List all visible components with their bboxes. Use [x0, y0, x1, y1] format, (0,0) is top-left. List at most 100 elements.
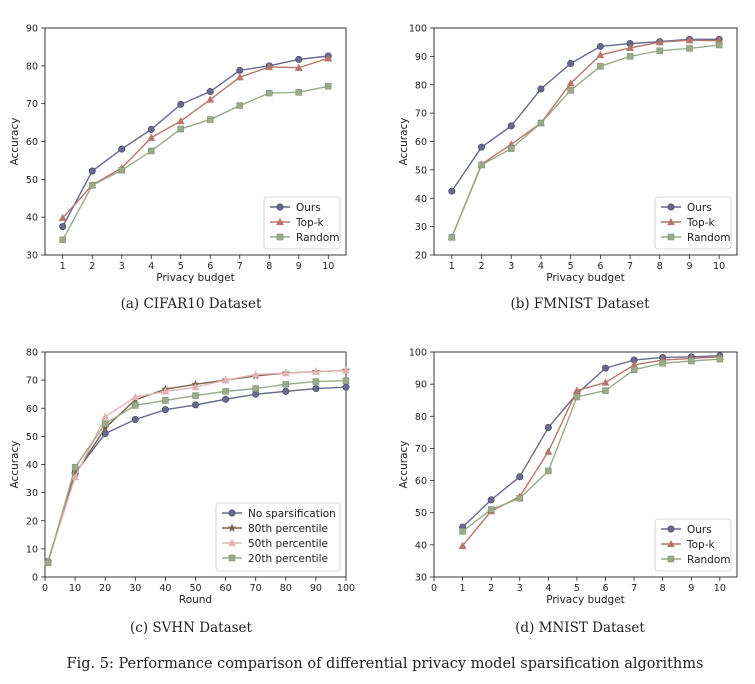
- y-tick-label: 50: [26, 175, 38, 186]
- data-point: [567, 59, 575, 67]
- x-tick-label: 1: [449, 261, 455, 272]
- x-tick-label: 2: [479, 261, 485, 272]
- series-group: [448, 35, 723, 195]
- x-tick-label: 4: [545, 583, 551, 594]
- data-point: [342, 377, 350, 384]
- data-point: [324, 54, 333, 62]
- data-point: [602, 364, 610, 372]
- data-point: [236, 102, 244, 109]
- data-point: [659, 360, 666, 367]
- y-tick-label: 60: [415, 476, 427, 487]
- x-tick-label: 5: [574, 583, 580, 594]
- data-point: [176, 116, 185, 125]
- data-point: [266, 89, 273, 97]
- chart-panel: 0 10 20 30 40 50 60 70 80 90 100 0 10 20 30 40 50 60 70 80 R…: [9, 348, 355, 637]
- x-tick-label: 10: [322, 261, 334, 272]
- data-point: [147, 133, 156, 141]
- y-tick-label: 100: [409, 348, 427, 359]
- data-point: [686, 45, 693, 52]
- data-point: [282, 387, 290, 395]
- x-tick-label: 4: [148, 261, 154, 272]
- legend-marker: [228, 554, 236, 562]
- series-group: [44, 377, 350, 567]
- data-point: [177, 100, 185, 108]
- data-point: [630, 366, 638, 373]
- data-point: [58, 213, 67, 222]
- data-point: [507, 145, 515, 152]
- data-point: [601, 378, 610, 386]
- data-point: [162, 397, 169, 404]
- subfigure-caption: (b) FMNIST Dataset: [510, 296, 650, 312]
- y-tick-label: 90: [415, 380, 427, 391]
- data-point: [573, 393, 581, 401]
- y-axis-label: Accuracy: [9, 441, 21, 489]
- series-line: [62, 85, 329, 241]
- y-tick-label: 70: [415, 444, 427, 455]
- data-point: [487, 496, 495, 504]
- data-point: [544, 447, 553, 455]
- x-axis-label: Privacy budget: [156, 272, 235, 284]
- y-tick-label: 40: [26, 460, 38, 471]
- legend-marker: [667, 525, 675, 533]
- data-point: [252, 390, 260, 398]
- data-point: [572, 386, 581, 394]
- data-point: [252, 385, 259, 392]
- y-tick-label: 0: [32, 573, 38, 584]
- data-point: [341, 366, 351, 374]
- legend-label: Top-k: [686, 539, 716, 551]
- x-tick-label: 8: [266, 261, 272, 272]
- x-tick-label: 70: [250, 583, 262, 594]
- x-tick-label: 2: [89, 261, 95, 272]
- y-tick-label: 60: [415, 137, 427, 148]
- x-tick-label: 60: [220, 583, 232, 594]
- data-point: [312, 385, 320, 393]
- data-point: [544, 424, 552, 432]
- data-point: [222, 388, 229, 395]
- x-tick-label: 50: [189, 583, 201, 594]
- y-axis-label: Accuracy: [398, 118, 410, 166]
- x-tick-label: 3: [119, 261, 125, 272]
- series-group: [459, 352, 724, 531]
- y-tick-label: 30: [415, 573, 427, 584]
- data-point: [596, 42, 604, 50]
- legend-marker: [228, 509, 236, 517]
- data-point: [478, 161, 485, 169]
- x-axis-label: Round: [179, 594, 212, 606]
- x-tick-label: 1: [460, 583, 466, 594]
- x-tick-label: 6: [207, 261, 213, 272]
- legend-label: Ours: [687, 524, 712, 536]
- data-point: [118, 145, 126, 153]
- data-point: [312, 378, 320, 385]
- y-tick-label: 80: [26, 348, 38, 359]
- y-tick-label: 30: [415, 222, 427, 233]
- y-tick-label: 50: [415, 508, 427, 519]
- x-tick-label: 30: [129, 583, 141, 594]
- legend: Ours Top-k Random: [654, 196, 732, 250]
- legend-label: 80th percentile: [248, 523, 328, 535]
- y-tick-label: 80: [26, 61, 38, 72]
- data-point: [516, 473, 524, 481]
- x-tick-label: 4: [538, 261, 544, 272]
- data-point: [685, 36, 694, 44]
- subfigure-caption: (a) CIFAR10 Dataset: [121, 296, 262, 312]
- legend-label: Random: [296, 232, 339, 244]
- series-line: [451, 38, 720, 192]
- data-point: [626, 53, 634, 60]
- x-tick-label: 80: [280, 583, 292, 594]
- legend-marker: [666, 217, 676, 226]
- data-point: [177, 125, 184, 133]
- y-tick-label: 50: [415, 165, 427, 176]
- data-point: [459, 528, 466, 535]
- series-line: [462, 358, 720, 532]
- data-point: [342, 383, 350, 391]
- data-point: [207, 116, 214, 123]
- data-point: [147, 125, 155, 133]
- legend-marker: [276, 233, 284, 241]
- data-point: [101, 420, 109, 427]
- x-tick-label: 7: [627, 261, 633, 272]
- data-point: [478, 143, 486, 151]
- data-point: [192, 392, 199, 399]
- data-point: [294, 63, 303, 71]
- data-point: [295, 55, 303, 63]
